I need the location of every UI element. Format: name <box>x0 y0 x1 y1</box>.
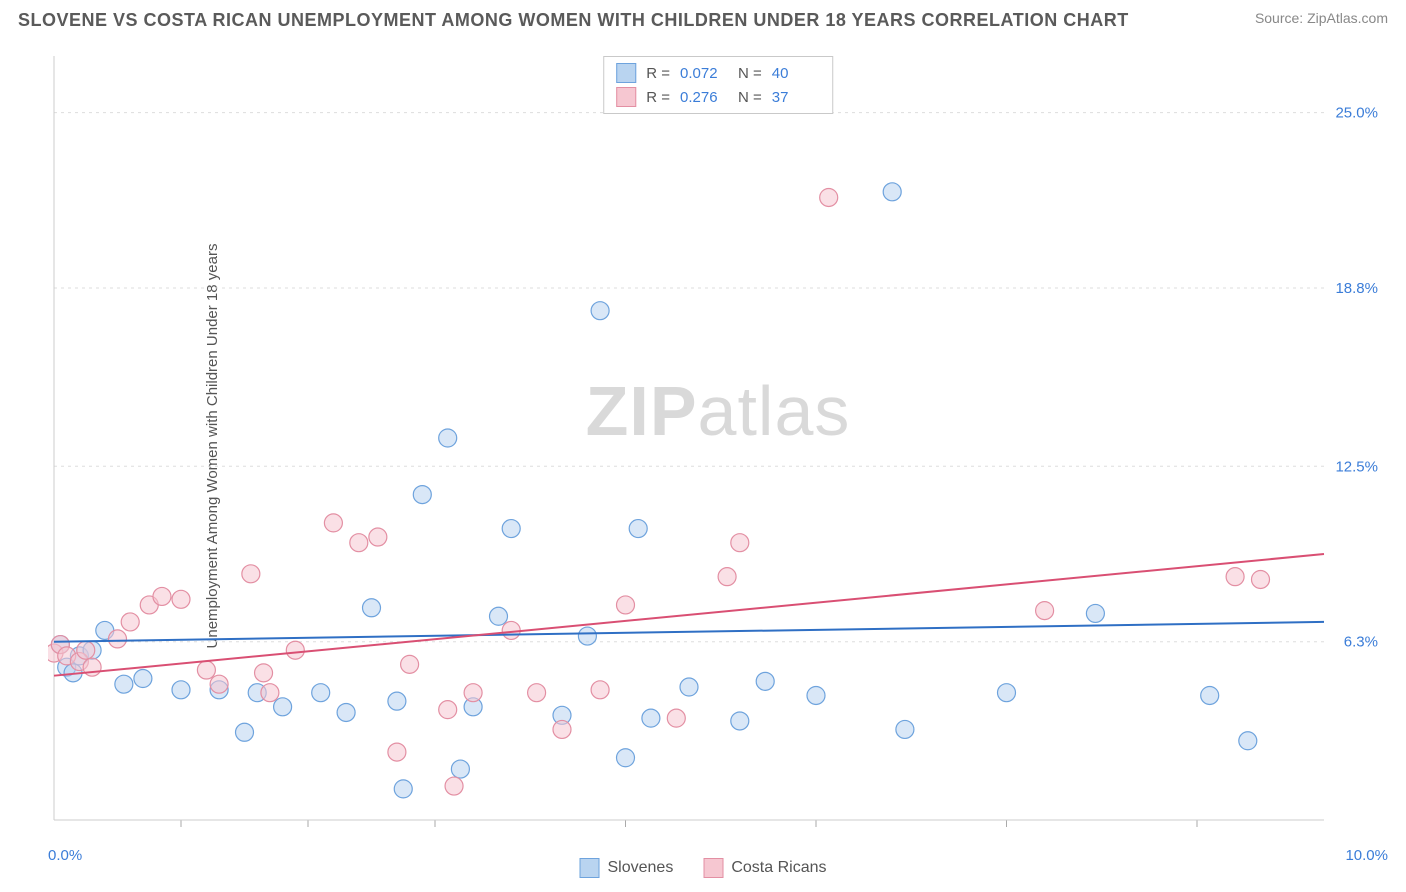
legend-item-slovenes: Slovenes <box>580 858 674 878</box>
r-value: 0.276 <box>680 89 728 106</box>
n-label: N = <box>738 65 762 82</box>
swatch-icon <box>580 858 600 878</box>
svg-text:25.0%: 25.0% <box>1335 105 1378 122</box>
svg-text:18.8%: 18.8% <box>1335 280 1378 297</box>
chart-title: SLOVENE VS COSTA RICAN UNEMPLOYMENT AMON… <box>18 10 1129 31</box>
svg-text:12.5%: 12.5% <box>1335 458 1378 475</box>
r-label: R = <box>646 89 670 106</box>
svg-text:6.3%: 6.3% <box>1344 634 1378 651</box>
n-label: N = <box>738 89 762 106</box>
x-axis-min-label: 0.0% <box>48 847 82 864</box>
x-axis-max-label: 10.0% <box>1345 847 1388 864</box>
chart-container: 6.3% 12.5% 18.8% 25.0% R = 0.072 N = 40 R =… <box>48 48 1388 838</box>
legend-row-slovenes: R = 0.072 N = 40 <box>616 61 820 85</box>
legend-label: Costa Ricans <box>731 859 826 877</box>
legend-row-costa-ricans: R = 0.276 N = 37 <box>616 85 820 109</box>
n-value: 40 <box>772 65 820 82</box>
swatch-icon <box>616 87 636 107</box>
swatch-icon <box>703 858 723 878</box>
scatter-plot: 6.3% 12.5% 18.8% 25.0% <box>48 48 1388 838</box>
legend-item-costa-ricans: Costa Ricans <box>703 858 826 878</box>
r-value: 0.072 <box>680 65 728 82</box>
correlation-legend: R = 0.072 N = 40 R = 0.276 N = 37 <box>603 56 833 114</box>
legend-label: Slovenes <box>608 859 674 877</box>
swatch-icon <box>616 63 636 83</box>
series-legend: Slovenes Costa Ricans <box>580 858 827 878</box>
r-label: R = <box>646 65 670 82</box>
n-value: 37 <box>772 89 820 106</box>
source-attribution: Source: ZipAtlas.com <box>1255 10 1388 26</box>
